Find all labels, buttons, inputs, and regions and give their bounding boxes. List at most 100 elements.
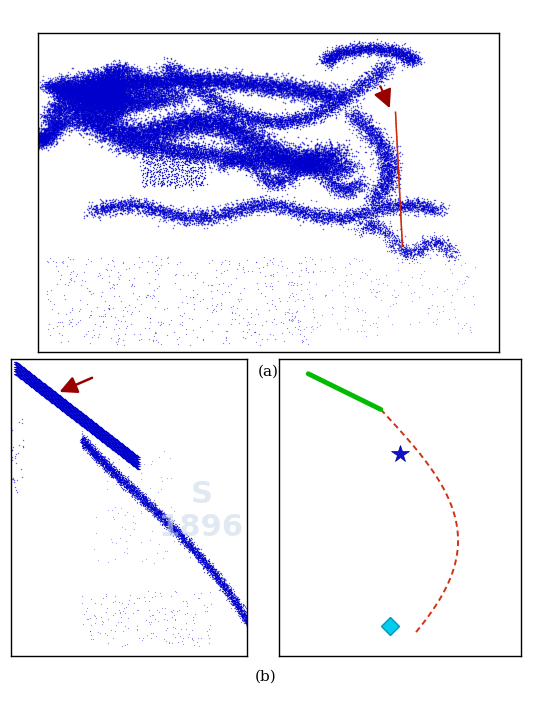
Point (61, 117, 70, 129)
Point (97, 91, 105, 103)
Point (96, 92, 105, 104)
Point (80, 83, 89, 94)
Point (384, 65, 393, 77)
Point (13, 368, 22, 380)
Point (95, 90, 103, 102)
Point (265, 79, 274, 91)
Point (235, 75, 244, 87)
Point (232, 123, 241, 135)
Point (311, 160, 320, 171)
Point (112, 79, 120, 91)
Point (211, 80, 220, 91)
Point (60, 397, 68, 409)
Point (84, 102, 92, 113)
Point (173, 78, 182, 89)
Point (191, 144, 199, 155)
Point (69, 102, 77, 113)
Point (216, 578, 225, 589)
Point (379, 48, 387, 59)
Point (110, 93, 119, 104)
Point (155, 504, 163, 515)
Point (196, 161, 205, 173)
Point (369, 136, 378, 148)
Point (65, 397, 74, 408)
Point (61, 119, 69, 130)
Point (64, 116, 72, 128)
Point (69, 96, 77, 108)
Point (92, 424, 101, 436)
Point (249, 624, 257, 636)
Point (260, 154, 268, 165)
Point (54, 392, 63, 403)
Point (295, 116, 303, 128)
Point (222, 581, 231, 593)
Point (38, 386, 47, 397)
Point (126, 448, 135, 460)
Point (67, 112, 75, 123)
Point (63, 107, 71, 118)
Point (103, 106, 112, 117)
Point (191, 116, 199, 128)
Point (88, 115, 96, 126)
Point (86, 110, 95, 122)
Point (162, 133, 170, 145)
Point (171, 173, 180, 184)
Point (57, 402, 66, 413)
Point (88, 81, 97, 93)
Point (113, 138, 121, 149)
Point (93, 421, 102, 433)
Point (402, 55, 410, 67)
Point (402, 54, 411, 66)
Point (199, 556, 208, 568)
Point (212, 564, 221, 576)
Point (59, 92, 68, 104)
Point (299, 157, 308, 169)
Point (144, 98, 153, 109)
Point (77, 409, 85, 420)
Point (71, 413, 79, 425)
Point (256, 137, 264, 149)
Point (376, 190, 384, 202)
Point (186, 67, 194, 78)
Point (176, 74, 185, 86)
Point (78, 408, 86, 420)
Point (169, 141, 178, 152)
Point (43, 388, 52, 399)
Point (115, 92, 124, 104)
Point (100, 82, 109, 94)
Point (403, 62, 411, 73)
Point (245, 621, 254, 632)
Point (92, 80, 100, 92)
Point (124, 83, 132, 95)
Point (336, 180, 345, 191)
Point (327, 210, 336, 221)
Point (80, 410, 89, 421)
Point (67, 86, 75, 98)
Point (394, 49, 403, 60)
Point (89, 94, 98, 106)
Point (311, 157, 320, 169)
Point (200, 73, 209, 85)
Point (328, 152, 337, 164)
Point (196, 149, 205, 160)
Point (105, 99, 113, 110)
Point (124, 476, 133, 488)
Point (214, 151, 223, 162)
Point (110, 123, 119, 134)
Point (431, 235, 439, 247)
Point (108, 80, 117, 92)
Point (84, 92, 93, 104)
Point (201, 115, 209, 126)
Point (99, 452, 108, 464)
Point (24, 129, 33, 141)
Point (23, 125, 32, 136)
Point (78, 410, 86, 422)
Point (111, 103, 120, 115)
Point (97, 96, 105, 107)
Point (341, 156, 350, 167)
Point (206, 116, 214, 128)
Point (317, 159, 326, 170)
Point (132, 461, 141, 473)
Point (329, 160, 338, 171)
Point (250, 159, 259, 170)
